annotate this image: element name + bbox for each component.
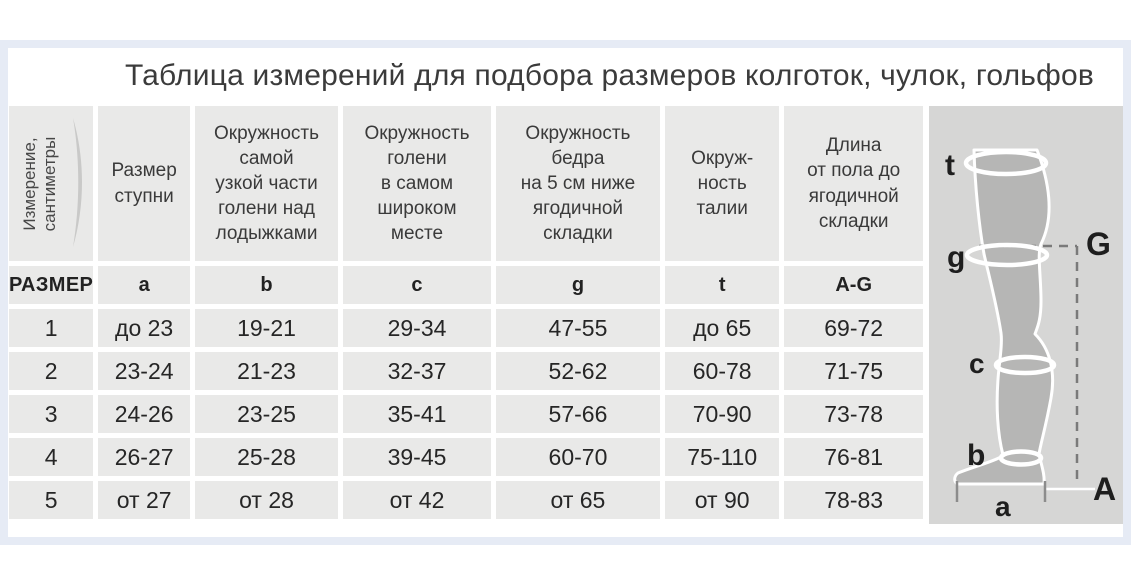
thigh-band — [964, 242, 1050, 268]
table-cell: 57-66 — [495, 395, 660, 433]
swoosh-icon — [73, 118, 83, 247]
table-cell: от 27 — [98, 481, 190, 519]
table-cell: 71-75 — [784, 352, 923, 390]
label-t: t — [945, 149, 955, 182]
table-cell: до 23 — [98, 309, 190, 347]
letter-b: b — [194, 266, 339, 304]
label-a: a — [995, 491, 1011, 522]
table-cell: 25-28 — [194, 438, 339, 476]
corner-header-cell: Измерение, сантиметры — [9, 106, 94, 261]
table-cell: 35-41 — [343, 395, 491, 433]
table-cell: 69-72 — [784, 309, 923, 347]
leg-diagram-svg: t g G c b a A — [945, 148, 1116, 522]
size-number: 4 — [9, 438, 94, 476]
table-cell: от 42 — [343, 481, 491, 519]
table-cell: от 90 — [664, 481, 780, 519]
column-header-ankle-circumference: Окружность самой узкой части голени над … — [194, 106, 339, 261]
calf-band — [993, 354, 1057, 376]
table-cell: от 28 — [194, 481, 339, 519]
table-cell: 70-90 — [664, 395, 780, 433]
size-number: 2 — [9, 352, 94, 390]
table-cell: 21-23 — [194, 352, 339, 390]
size-number: 5 — [9, 481, 94, 519]
table-cell: 47-55 — [495, 309, 660, 347]
letter-a: a — [98, 266, 190, 304]
header-row: Измерение, сантиметры Размер ступни Окру… — [9, 106, 923, 261]
label-g: g — [947, 241, 965, 274]
size-number: 1 — [9, 309, 94, 347]
table-cell: 39-45 — [343, 438, 491, 476]
label-A: A — [1093, 471, 1116, 507]
letter-g: g — [495, 266, 660, 304]
table-cell: 26-27 — [98, 438, 190, 476]
table-cell: 24-26 — [98, 395, 190, 433]
table-row-size-1: 1 до 23 19-21 29-34 47-55 до 65 69-72 — [9, 309, 923, 347]
table-cell: 60-78 — [664, 352, 780, 390]
column-header-foot-size: Размер ступни — [98, 106, 190, 261]
table-cell: 52-62 — [495, 352, 660, 390]
letter-c: c — [343, 266, 491, 304]
page-title: Таблица измерений для подбора размеров к… — [124, 59, 1095, 92]
table-cell: 23-25 — [194, 395, 339, 433]
table-cell: 29-34 — [343, 309, 491, 347]
column-header-waist-circumference: Окруж- ность талии — [664, 106, 780, 261]
letter-row: РАЗМЕР a b c g t A-G — [9, 266, 923, 304]
column-header-thigh-circumference: Окружность бедра на 5 см ниже ягодичной … — [495, 106, 660, 261]
column-header-calf-circumference: Окружность голени в самом широком месте — [343, 106, 491, 261]
column-header-leg-length: Длина от пола до ягодичной складки — [784, 106, 923, 261]
size-chart-card: Таблица измерений для подбора размеров к… — [8, 48, 1123, 537]
chart-content: Измерение, сантиметры Размер ступни Окру… — [8, 101, 1123, 524]
letter-ag: A-G — [784, 266, 923, 304]
table-row-size-5: 5 от 27 от 28 от 42 от 65 от 90 78-83 — [9, 481, 923, 519]
label-c: c — [969, 348, 985, 379]
table-cell: 19-21 — [194, 309, 339, 347]
ankle-band — [998, 449, 1044, 467]
table-cell: 23-24 — [98, 352, 190, 390]
outer-frame: Таблица измерений для подбора размеров к… — [0, 40, 1131, 545]
table-cell: 76-81 — [784, 438, 923, 476]
leg-silhouette — [953, 148, 1055, 486]
corner-header-label: Измерение, сантиметры — [20, 136, 59, 232]
table-cell: от 65 — [495, 481, 660, 519]
size-table: Измерение, сантиметры Размер ступни Окру… — [4, 101, 928, 524]
table-cell: 60-70 — [495, 438, 660, 476]
table-row-size-3: 3 24-26 23-25 35-41 57-66 70-90 73-78 — [9, 395, 923, 433]
letter-t: t — [664, 266, 780, 304]
waist-band — [963, 149, 1049, 177]
table-row-size-2: 2 23-24 21-23 32-37 52-62 60-78 71-75 — [9, 352, 923, 390]
table-cell: 73-78 — [784, 395, 923, 433]
table-cell: до 65 — [664, 309, 780, 347]
table-row-size-4: 4 26-27 25-28 39-45 60-70 75-110 76-81 — [9, 438, 923, 476]
table-cell: 75-110 — [664, 438, 780, 476]
size-number: 3 — [9, 395, 94, 433]
table-cell: 32-37 — [343, 352, 491, 390]
table-cell: 78-83 — [784, 481, 923, 519]
leg-measurement-diagram: t g G c b a A — [929, 106, 1123, 524]
label-b: b — [967, 439, 985, 472]
label-G: G — [1086, 226, 1111, 262]
size-row-label: РАЗМЕР — [9, 266, 94, 304]
